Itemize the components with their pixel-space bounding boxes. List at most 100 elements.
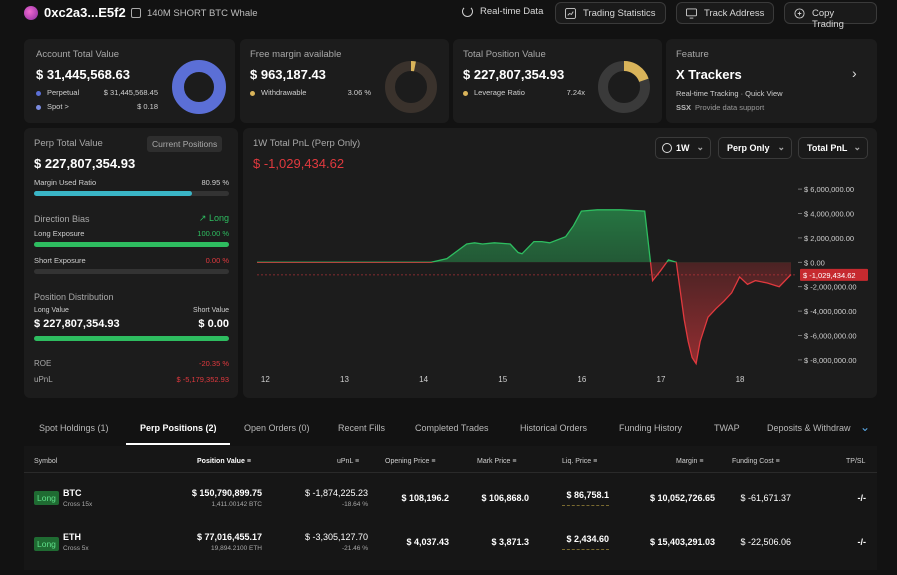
short-exposure-value: 0.00 % <box>205 256 229 265</box>
direction-bias-value: ↗ Long <box>174 213 229 224</box>
long-value-label: Long Value <box>34 307 69 314</box>
track-address-button[interactable]: Track Address <box>676 2 774 24</box>
ssx-logo: SSX <box>676 103 692 112</box>
account-title: Account Total Value <box>36 49 120 60</box>
tab-perp-positions[interactable]: Perp Positions (2) <box>140 423 217 433</box>
account-donut-ring <box>172 60 226 114</box>
total-position-card: Total Position Value $ 227,807,354.93 Le… <box>453 39 662 123</box>
liq-price: $ 86,758.1 <box>566 490 609 500</box>
perpetual-dot <box>36 90 41 96</box>
col-liq-price[interactable]: Liq. Price ≡ <box>562 458 597 465</box>
margin-title: Free margin available <box>250 49 342 60</box>
tab-completed-trades[interactable]: Completed Trades <box>415 423 489 433</box>
upnl-pct: -18.64 % <box>341 501 368 508</box>
pnl-type-select[interactable]: Total PnL ⌄ <box>798 137 868 159</box>
tab-historical-orders[interactable]: Historical Orders <box>520 423 588 433</box>
symbol[interactable]: ETH <box>63 532 81 542</box>
x-tick-label: 17 <box>657 375 666 384</box>
sort-icon: ≡ <box>431 458 436 465</box>
x-tick-label: 13 <box>340 375 349 384</box>
margin-mode: Cross 15x <box>63 501 93 508</box>
margin-used-label: Margin Used Ratio <box>34 178 97 187</box>
col-upnl-text: uPnL <box>337 458 354 465</box>
symbol[interactable]: BTC <box>63 488 82 498</box>
position-distribution-label: Position Distribution <box>34 292 114 302</box>
sort-icon: ≡ <box>593 458 598 465</box>
position-donut-arc <box>598 61 650 113</box>
leverage-label: Leverage Ratio <box>463 88 525 97</box>
chevron-down-icon: ⌄ <box>853 142 861 152</box>
current-positions-badge[interactable]: Current Positions <box>147 136 223 152</box>
upnl-pct: -21.46 % <box>341 545 368 552</box>
col-upnl[interactable]: uPnL ≡ <box>337 458 359 465</box>
clock-icon <box>662 143 672 153</box>
feature-name: X Trackers <box>676 67 742 82</box>
positions-tabs: Spot Holdings (1) Perp Positions (2) Ope… <box>24 414 877 445</box>
mark-price: $ 3,871.3 <box>491 537 529 547</box>
margin-used-fill <box>34 191 192 196</box>
perp-only-select[interactable]: Perp Only ⌄ <box>718 137 792 159</box>
position-donut <box>598 61 650 113</box>
position-qty: 19,894.2100 ETH <box>211 545 262 552</box>
track-address-label: Track Address <box>704 8 765 19</box>
timeframe-select[interactable]: 1W ⌄ <box>655 137 711 159</box>
spot-link[interactable]: Spot > <box>36 102 69 111</box>
tab-deposits-withdrawals[interactable]: Deposits & Withdraw <box>767 423 851 433</box>
liq-distance-indicator <box>562 505 609 506</box>
side-badge: Long <box>34 491 59 505</box>
chevron-down-icon: ⌄ <box>777 142 785 152</box>
current-pnl-badge <box>800 268 868 281</box>
col-opening-price[interactable]: Opening Price ≡ <box>385 458 435 465</box>
tab-recent-fills[interactable]: Recent Fills <box>338 423 386 433</box>
col-liq-price-text: Liq. Price <box>562 458 592 465</box>
refresh-icon <box>462 6 473 17</box>
liq-price: $ 2,434.60 <box>566 534 609 544</box>
col-funding-cost[interactable]: Funding Cost ≡ <box>732 458 780 465</box>
position-value: $ 77,016,455.17 <box>196 532 262 542</box>
pnl-line-positive <box>257 209 677 263</box>
sort-icon: ≡ <box>512 458 517 465</box>
short-total: $ 0.00 <box>198 318 229 330</box>
long-total: $ 227,807,354.93 <box>34 318 120 330</box>
trading-statistics-button[interactable]: Trading Statistics <box>555 2 666 24</box>
copy-icon[interactable] <box>131 8 141 18</box>
col-position-value[interactable]: Position Value ≡ <box>197 458 251 465</box>
margin: $ 10,052,726.65 <box>649 493 715 503</box>
col-margin[interactable]: Margin ≡ <box>676 458 703 465</box>
col-tpsl: TP/SL <box>846 458 866 465</box>
tab-open-orders[interactable]: Open Orders (0) <box>244 423 310 433</box>
col-mark-price[interactable]: Mark Price ≡ <box>477 458 517 465</box>
position-value: $ 227,807,354.93 <box>463 67 565 82</box>
position-qty: 1,411.00142 BTC <box>211 501 262 508</box>
tab-twap[interactable]: TWAP <box>714 423 740 433</box>
long-exposure-bar <box>34 242 229 247</box>
perp-only-value: Perp Only <box>727 143 770 153</box>
short-exposure-label: Short Exposure <box>34 256 86 265</box>
chevron-down-icon[interactable]: ⌄ <box>860 420 871 434</box>
chart-icon <box>565 8 576 19</box>
upnl-value: $ -5,179,352.93 <box>176 375 229 384</box>
position-title: Total Position Value <box>463 49 546 60</box>
pnl-chart-panel: 1W Total PnL (Perp Only) $ -1,029,434.62… <box>243 128 877 398</box>
tpsl[interactable]: -/- <box>857 493 867 503</box>
x-tick-label: 15 <box>498 375 507 384</box>
direction-bias-label: Direction Bias <box>34 214 90 224</box>
perpetual-value: $ 31,445,568.45 <box>103 88 158 97</box>
spot-text: Spot > <box>47 102 69 111</box>
short-value-label: Short Value <box>192 307 229 314</box>
upnl: $ -1,874,225.23 <box>304 488 368 498</box>
tab-funding-history[interactable]: Funding History <box>619 423 683 433</box>
wallet-tag: 140M SHORT BTC Whale <box>147 8 258 19</box>
y-tick-label: $ 0.00 <box>804 258 825 267</box>
position-value: $ 150,790,899.75 <box>191 488 262 498</box>
tpsl[interactable]: -/- <box>857 537 867 547</box>
realtime-data-indicator[interactable]: Real-time Data <box>462 6 543 17</box>
perp-value: $ 227,807,354.93 <box>34 156 136 171</box>
chevron-right-icon[interactable]: › <box>852 65 857 81</box>
feature-card[interactable]: Feature X Trackers Real-time Tracking · … <box>666 39 877 123</box>
y-tick-label: $ -2,000,000.00 <box>804 283 857 292</box>
col-margin-text: Margin <box>676 458 698 465</box>
pnl-chart: $ 6,000,000.00 $ 4,000,000.00 $ 2,000,000.… <box>257 185 868 384</box>
tab-spot-holdings[interactable]: Spot Holdings (1) <box>39 423 109 433</box>
copy-trading-button[interactable]: Copy Trading <box>784 2 877 30</box>
